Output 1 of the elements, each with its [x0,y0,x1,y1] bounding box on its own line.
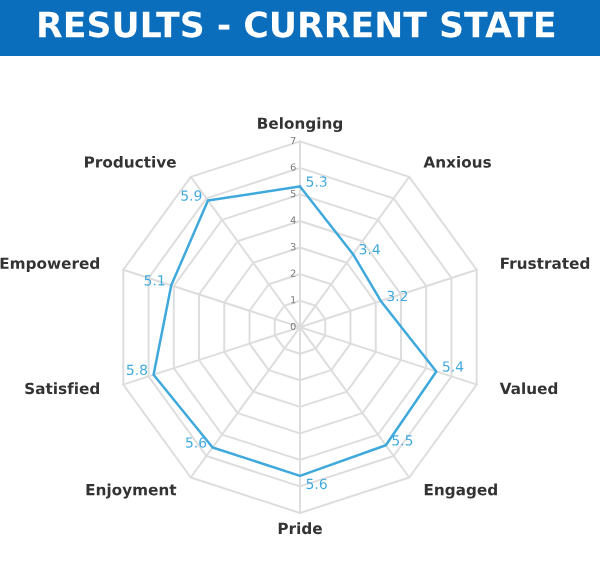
chart-title: RESULTS - CURRENT STATE [39,11,555,38]
